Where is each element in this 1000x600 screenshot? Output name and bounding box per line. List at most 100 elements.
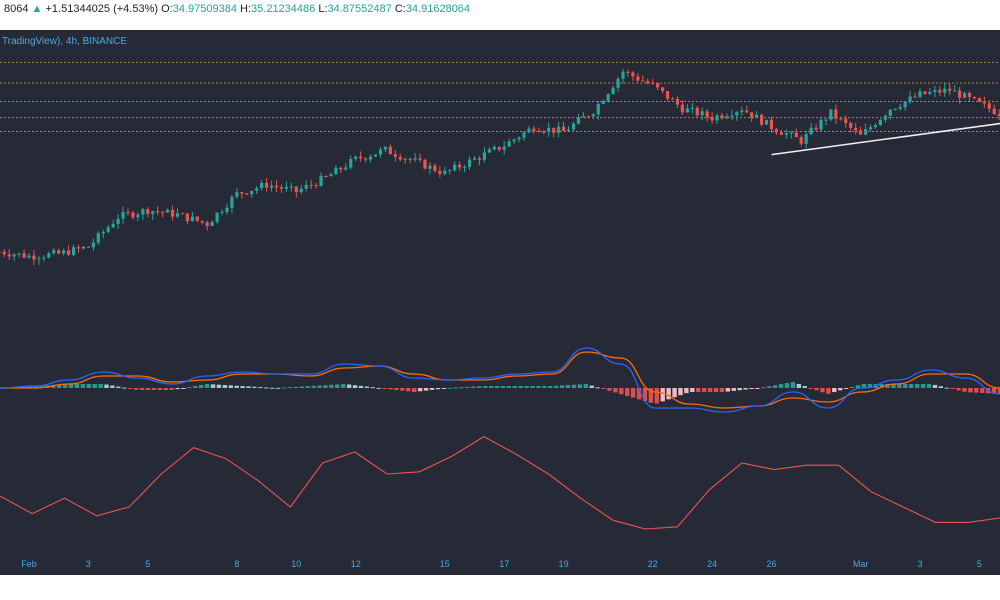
candle-body bbox=[453, 164, 457, 171]
candle-body bbox=[992, 108, 996, 115]
candle-25 bbox=[121, 206, 125, 224]
candle-152 bbox=[750, 112, 754, 122]
macd-hist-bar-82 bbox=[483, 386, 488, 388]
candle-140 bbox=[690, 103, 694, 114]
candle-body bbox=[562, 126, 566, 131]
chart-svg[interactable]: Feb 3 5 8 10 12 15 17 19 22 24 26 Mar 3 5 bbox=[0, 30, 1000, 575]
candle-body bbox=[260, 182, 264, 189]
macd-hist-bar-112 bbox=[660, 388, 665, 402]
macd-hist-bar-13 bbox=[74, 384, 80, 388]
macd-hist-bar-96 bbox=[565, 385, 571, 388]
x-tick-label-5: 12 bbox=[351, 559, 361, 569]
macd-hist-bar-119 bbox=[701, 388, 707, 392]
macd-hist-bar-40 bbox=[234, 385, 239, 388]
candle-94 bbox=[463, 164, 467, 173]
macd-hist-bar-150 bbox=[885, 384, 890, 388]
candle-body bbox=[62, 250, 66, 254]
candle-28 bbox=[136, 212, 140, 222]
macd-hist-bar-116 bbox=[684, 388, 689, 394]
candle-163 bbox=[804, 130, 808, 149]
macd-hist-bar-146 bbox=[861, 384, 867, 388]
macd-hist-bar-111 bbox=[654, 388, 660, 404]
candle-body bbox=[586, 116, 590, 118]
candle-body bbox=[472, 158, 477, 160]
candle-body bbox=[735, 112, 739, 116]
chart-header: 8064 ▲ +1.51344025 (+4.53%) O:34.9750938… bbox=[0, 0, 1000, 30]
macd-hist-bar-10 bbox=[56, 384, 62, 388]
candle-202 bbox=[997, 109, 1000, 120]
candle-135 bbox=[665, 91, 670, 102]
candle-body bbox=[844, 118, 848, 123]
candle-108 bbox=[532, 125, 536, 134]
macd-hist-bar-47 bbox=[275, 387, 281, 389]
candle-21 bbox=[101, 229, 105, 239]
open-label: O: bbox=[161, 3, 173, 15]
candle-189 bbox=[933, 85, 937, 98]
candle-6 bbox=[27, 252, 31, 259]
candle-body bbox=[517, 137, 521, 140]
candle-body bbox=[943, 88, 947, 93]
candle-162 bbox=[799, 135, 803, 147]
candle-98 bbox=[482, 147, 486, 163]
macd-hist-bar-61 bbox=[358, 385, 364, 388]
macd-hist-bar-98 bbox=[577, 384, 583, 388]
candle-body bbox=[913, 96, 917, 98]
macd-hist-bar-89 bbox=[524, 386, 529, 388]
candle-body bbox=[576, 117, 581, 124]
candle-74 bbox=[364, 157, 368, 163]
candle-body bbox=[37, 258, 41, 260]
macd-hist-bar-72 bbox=[423, 388, 429, 391]
macd-hist-bar-73 bbox=[429, 388, 435, 390]
candle-body bbox=[661, 87, 665, 92]
candle-24 bbox=[116, 214, 120, 230]
macd-hist-bar-79 bbox=[465, 386, 470, 388]
macd-hist-bar-132 bbox=[778, 384, 784, 388]
chart-panel[interactable]: TradingView), 4h, BINANCE Feb 3 5 8 10 12 15 17… bbox=[0, 30, 1000, 575]
candle-5 bbox=[22, 249, 26, 259]
macd-hist-bar-62 bbox=[364, 386, 370, 388]
candle-83 bbox=[408, 157, 412, 164]
candle-body bbox=[7, 254, 11, 257]
macd-hist-bar-136 bbox=[802, 386, 807, 388]
candle-164 bbox=[809, 122, 813, 136]
macd-hist-bar-59 bbox=[346, 384, 352, 388]
candle-123 bbox=[606, 93, 610, 103]
candle-body bbox=[418, 158, 422, 160]
macd-hist-bar-151 bbox=[891, 384, 896, 388]
candle-body bbox=[463, 166, 467, 168]
macd-hist-bar-133 bbox=[784, 383, 790, 388]
candle-145 bbox=[715, 113, 719, 124]
candle-body bbox=[492, 146, 496, 150]
candle-body bbox=[794, 132, 798, 138]
x-tick-label-0: Feb bbox=[21, 559, 37, 569]
candle-body bbox=[2, 251, 6, 255]
candle-31 bbox=[151, 210, 155, 220]
macd-hist-bar-6 bbox=[33, 385, 38, 388]
macd-hist-bar-147 bbox=[867, 384, 873, 388]
macd-hist-bar-63 bbox=[370, 387, 375, 389]
candle-46 bbox=[225, 203, 229, 215]
ohlc-readout: 8064 ▲ +1.51344025 (+4.53%) O:34.9750938… bbox=[4, 3, 470, 15]
macd-hist-bar-164 bbox=[968, 388, 973, 393]
close-label: C: bbox=[394, 3, 406, 15]
candle-body bbox=[235, 192, 239, 197]
macd-hist-bar-60 bbox=[352, 385, 358, 388]
candle-168 bbox=[829, 109, 833, 122]
candle-body bbox=[27, 255, 31, 258]
macd-hist-bar-124 bbox=[731, 388, 736, 391]
candle-body bbox=[987, 103, 991, 109]
candle-body bbox=[136, 214, 140, 218]
candle-body bbox=[398, 156, 402, 160]
candle-body bbox=[121, 211, 125, 219]
candle-159 bbox=[784, 129, 788, 139]
candle-body bbox=[938, 89, 942, 93]
macd-hist-bar-155 bbox=[914, 384, 920, 388]
macd-hist-bar-78 bbox=[459, 387, 464, 389]
macd-hist-bar-52 bbox=[305, 386, 310, 388]
candle-4 bbox=[17, 252, 21, 258]
candle-body bbox=[279, 187, 284, 189]
candle-body bbox=[309, 184, 313, 186]
candle-126 bbox=[621, 68, 625, 84]
x-tick-label-7: 17 bbox=[499, 559, 509, 569]
candle-110 bbox=[542, 129, 546, 135]
